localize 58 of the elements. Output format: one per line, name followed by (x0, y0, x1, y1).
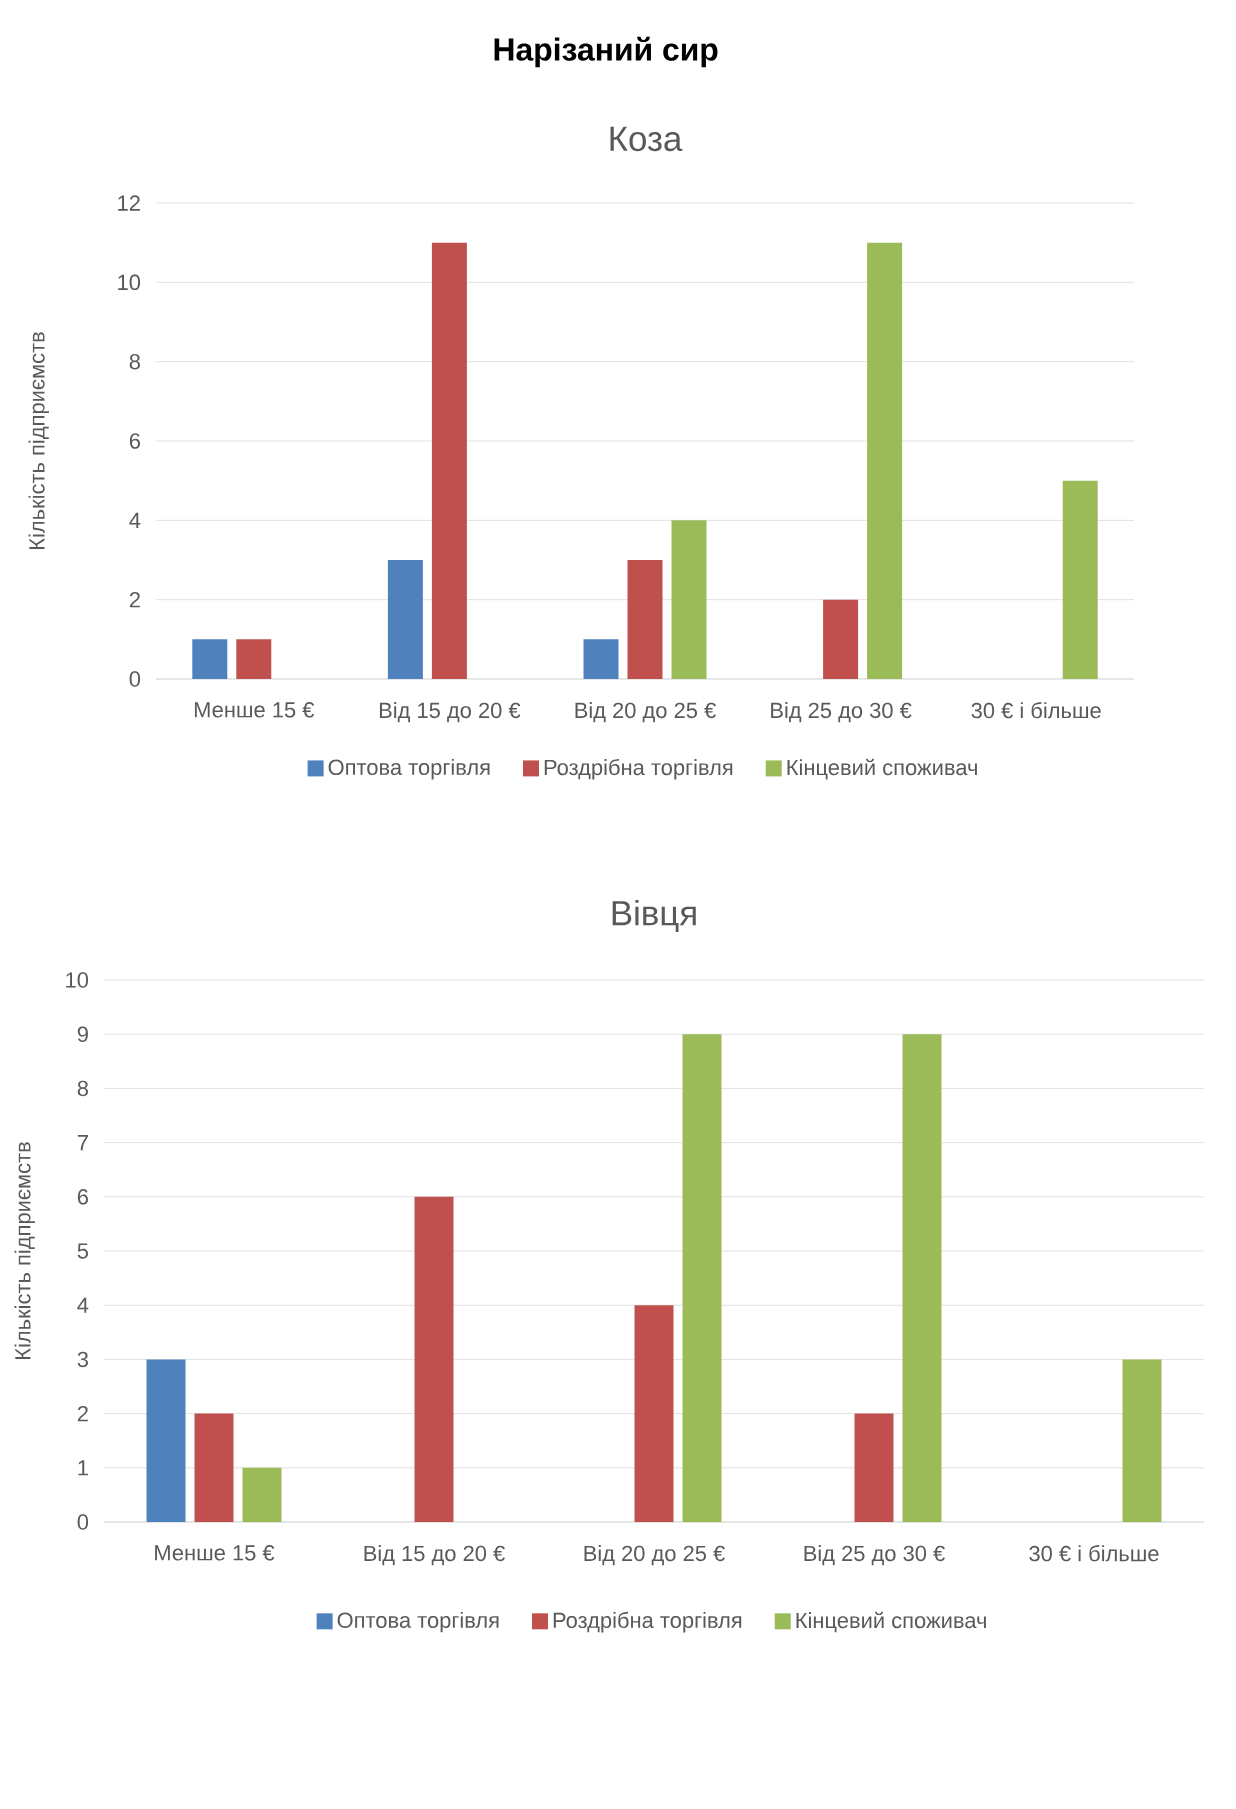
y-tick-label: 5 (77, 1243, 89, 1259)
x-tick-label: Від 15 до 20 € (364, 1545, 505, 1566)
chart-title: Нарізаний сир (494, 36, 718, 68)
y-tick-label: 1 (78, 1460, 88, 1476)
x-tick-label: Менше 15 € (194, 702, 315, 718)
y-tick-label: 8 (129, 353, 140, 370)
bar (236, 639, 272, 680)
bar (854, 1413, 894, 1523)
bar (431, 242, 467, 680)
bar (1062, 480, 1098, 680)
bar (627, 560, 663, 680)
x-tick-label: 30 € і більше (1029, 1545, 1159, 1562)
bar (387, 560, 423, 680)
x-tick-label: Від 15 до 20 € (379, 702, 521, 723)
bar (867, 242, 903, 680)
bar (634, 1305, 674, 1523)
bar (192, 639, 228, 680)
y-axis-title: Кількість підприємств (14, 1142, 35, 1359)
x-tick-label: Від 25 до 30 € (771, 702, 912, 723)
bar (194, 1413, 234, 1523)
bar (583, 639, 619, 680)
y-tick-label: 2 (129, 592, 140, 608)
bar (902, 1034, 942, 1523)
legend-label: Оптова торгівля (337, 1611, 499, 1633)
x-tick-label: 30 € і більше (971, 702, 1101, 719)
bar (1122, 1359, 1162, 1523)
chart-title: Вівця (612, 899, 696, 933)
legend-label: Кінцевий споживач (796, 1611, 986, 1633)
chart-subtitle: Коза (610, 126, 683, 152)
x-tick-label: Менше 15 € (155, 1545, 275, 1561)
bar (146, 1359, 186, 1523)
y-tick-label: 3 (77, 1351, 88, 1368)
y-tick-label: 0 (129, 671, 141, 687)
bar (682, 1034, 722, 1523)
legend-label: Оптова торгівля (328, 758, 490, 780)
bar (414, 1196, 454, 1523)
y-tick-label: 8 (77, 1080, 88, 1097)
y-tick-label: 10 (118, 274, 141, 291)
y-tick-label: 9 (77, 1026, 88, 1042)
y-axis-title: Кількість підприємств (28, 332, 49, 549)
legend-label: Кінцевий споживач (787, 758, 977, 780)
y-tick-label: 10 (66, 972, 89, 988)
x-tick-label: Від 25 до 30 € (804, 1545, 945, 1566)
y-tick-label: 4 (77, 1297, 89, 1313)
y-tick-label: 12 (118, 195, 140, 211)
x-tick-label: Від 20 до 25 € (575, 702, 716, 723)
x-tick-label: Від 20 до 25 € (584, 1545, 725, 1566)
y-tick-label: 2 (77, 1405, 88, 1422)
y-tick-label: 7 (77, 1135, 88, 1151)
bar (823, 599, 859, 680)
y-tick-label: 6 (129, 433, 140, 449)
bar (671, 520, 707, 680)
legend-label: Роздрібна торгівля (544, 758, 733, 780)
y-tick-label: 0 (77, 1514, 89, 1530)
y-tick-label: 6 (77, 1189, 88, 1205)
legend-label: Роздрібна торгівля (553, 1611, 742, 1633)
y-tick-label: 4 (129, 512, 141, 528)
bar (242, 1467, 282, 1523)
